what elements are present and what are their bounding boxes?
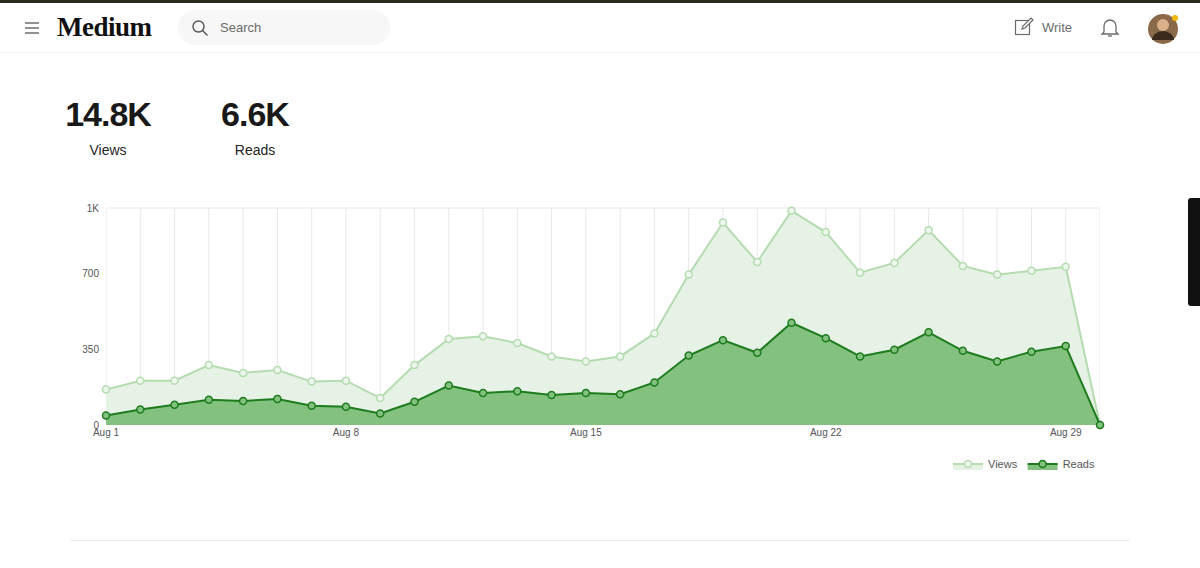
svg-text:0: 0	[93, 420, 99, 431]
svg-text:Aug 1: Aug 1	[93, 427, 120, 438]
svg-text:Aug 22: Aug 22	[810, 427, 842, 438]
svg-text:Aug 8: Aug 8	[333, 427, 360, 438]
html-text:Search: Search	[220, 20, 262, 35]
html-text:Views: Views	[89, 142, 127, 158]
svg-text:Views: Views	[988, 458, 1018, 470]
svg-text:350: 350	[82, 344, 99, 355]
svg-text:Aug 15: Aug 15	[570, 427, 602, 438]
html-text:Medium: Medium	[57, 12, 152, 42]
html-text:Reads: Reads	[234, 142, 276, 158]
svg-text:Aug 29: Aug 29	[1050, 427, 1082, 438]
html-text:6.6K: 6.6K	[221, 95, 289, 133]
svg-text:Reads: Reads	[1063, 458, 1095, 470]
html-text:Write: Write	[1042, 20, 1073, 35]
svg-text:1K: 1K	[87, 203, 100, 214]
svg-text:700: 700	[82, 268, 99, 279]
html-text:14.8K: 14.8K	[65, 95, 151, 133]
